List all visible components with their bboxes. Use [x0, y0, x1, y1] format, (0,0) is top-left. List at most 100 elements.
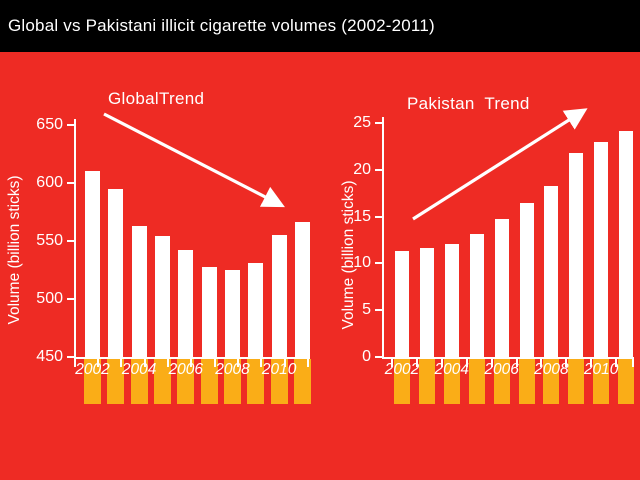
below-axis-stub-2004	[130, 359, 148, 404]
x-tick	[465, 357, 468, 367]
below-axis-stub-2007	[518, 359, 535, 404]
below-axis-stub-2005	[468, 359, 485, 404]
x-tick-label-2002: 2002	[75, 361, 110, 378]
below-axis-stub-2008	[223, 359, 241, 404]
x-axis-line	[382, 357, 634, 359]
x-tick	[283, 357, 286, 367]
x-tick	[615, 357, 618, 367]
bar-2005	[154, 236, 170, 357]
y-tick	[375, 262, 383, 265]
x-tick	[515, 357, 518, 367]
x-tick-label-2008: 2008	[534, 361, 569, 378]
below-axis-stub-2003	[418, 359, 435, 404]
y-axis-line	[74, 119, 76, 359]
y-tick-label: 0	[362, 348, 371, 365]
bar-2009	[569, 152, 584, 357]
bar-2007	[519, 203, 534, 357]
y-tick-label: 600	[36, 174, 63, 191]
x-tick	[490, 357, 493, 367]
below-axis-stub-2006	[177, 359, 195, 404]
below-axis-stub-2004	[443, 359, 460, 404]
y-tick-label: 10	[353, 254, 371, 272]
y-tick	[375, 356, 383, 358]
x-tick	[632, 357, 634, 367]
trend-annotation-label: GlobalTrend	[108, 89, 205, 108]
x-tick	[391, 357, 393, 367]
x-tick	[143, 357, 146, 367]
x-tick	[306, 357, 309, 367]
y-tick	[375, 168, 383, 171]
y-axis-line	[382, 117, 384, 359]
below-axis-stub-2011	[618, 359, 635, 404]
y-tick-label: 500	[36, 290, 63, 307]
x-tick-label-2004: 2004	[121, 361, 157, 378]
below-axis-stub-2009	[247, 359, 265, 404]
x-tick	[97, 357, 99, 367]
bar-2005	[469, 234, 484, 357]
below-axis-stub-2010	[270, 359, 288, 404]
y-tick-label: 650	[36, 116, 63, 133]
bar-2006	[494, 219, 509, 357]
bar-2009	[248, 263, 264, 357]
y-axis-title: Volume (billion sticks)	[340, 180, 357, 330]
x-tick-label-2010: 2010	[583, 361, 619, 378]
bar-2002	[85, 171, 100, 357]
y-tick	[67, 240, 75, 242]
below-axis-stub-2007	[200, 359, 218, 404]
bar-2002	[395, 251, 409, 357]
x-tick	[540, 357, 543, 367]
below-axis-stub-2002	[394, 359, 410, 404]
bar-2008	[544, 185, 559, 357]
bar-2004	[131, 225, 147, 357]
y-tick-label: 25	[353, 114, 371, 131]
title-bar: Global vs Pakistani illicit cigarette vo…	[0, 0, 640, 52]
y-tick-label: 550	[36, 232, 63, 249]
bar-2003	[419, 248, 434, 357]
x-tick	[166, 357, 169, 367]
x-tick-label-2002: 2002	[384, 361, 420, 378]
x-tick	[236, 357, 239, 367]
below-axis-stub-2006	[493, 359, 510, 404]
below-axis-stub-2002	[84, 359, 101, 404]
bar-2011	[619, 131, 634, 357]
below-axis-stub-2011	[293, 359, 311, 404]
x-tick-label-2006: 2006	[484, 361, 519, 378]
bar-2006	[178, 250, 194, 357]
bar-2011	[294, 222, 310, 357]
y-tick-label: 15	[353, 207, 371, 225]
bar-2003	[108, 188, 124, 357]
bar-2010	[271, 235, 287, 357]
y-tick	[375, 122, 383, 124]
y-tick	[67, 356, 75, 358]
x-tick-label-2006: 2006	[168, 361, 204, 378]
bar-2007	[201, 266, 217, 357]
below-axis-stub-2009	[568, 359, 585, 404]
below-axis-stub-2003	[107, 359, 125, 404]
x-tick	[74, 357, 76, 367]
x-tick-label-2004: 2004	[434, 361, 470, 378]
y-tick	[67, 124, 75, 126]
bar-2010	[594, 141, 609, 357]
x-tick	[260, 357, 263, 367]
below-axis-stub-2008	[543, 359, 560, 404]
x-tick	[213, 357, 216, 367]
x-tick-label-2008: 2008	[215, 361, 250, 378]
below-axis-stub-2005	[153, 359, 171, 404]
x-tick	[120, 357, 123, 367]
y-tick	[375, 309, 383, 312]
bar-2004	[444, 243, 459, 357]
x-tick	[440, 357, 443, 367]
trend-annotation-label: Pakistan Trend	[407, 94, 530, 113]
y-tick	[67, 298, 75, 300]
y-tick	[375, 215, 383, 218]
y-tick-label: 450	[36, 348, 63, 365]
x-tick	[565, 357, 568, 367]
x-tick	[190, 357, 193, 367]
page-title: Global vs Pakistani illicit cigarette vo…	[8, 16, 435, 35]
x-tick-label-2010: 2010	[261, 361, 297, 378]
x-tick	[415, 357, 418, 367]
y-tick	[67, 182, 75, 184]
